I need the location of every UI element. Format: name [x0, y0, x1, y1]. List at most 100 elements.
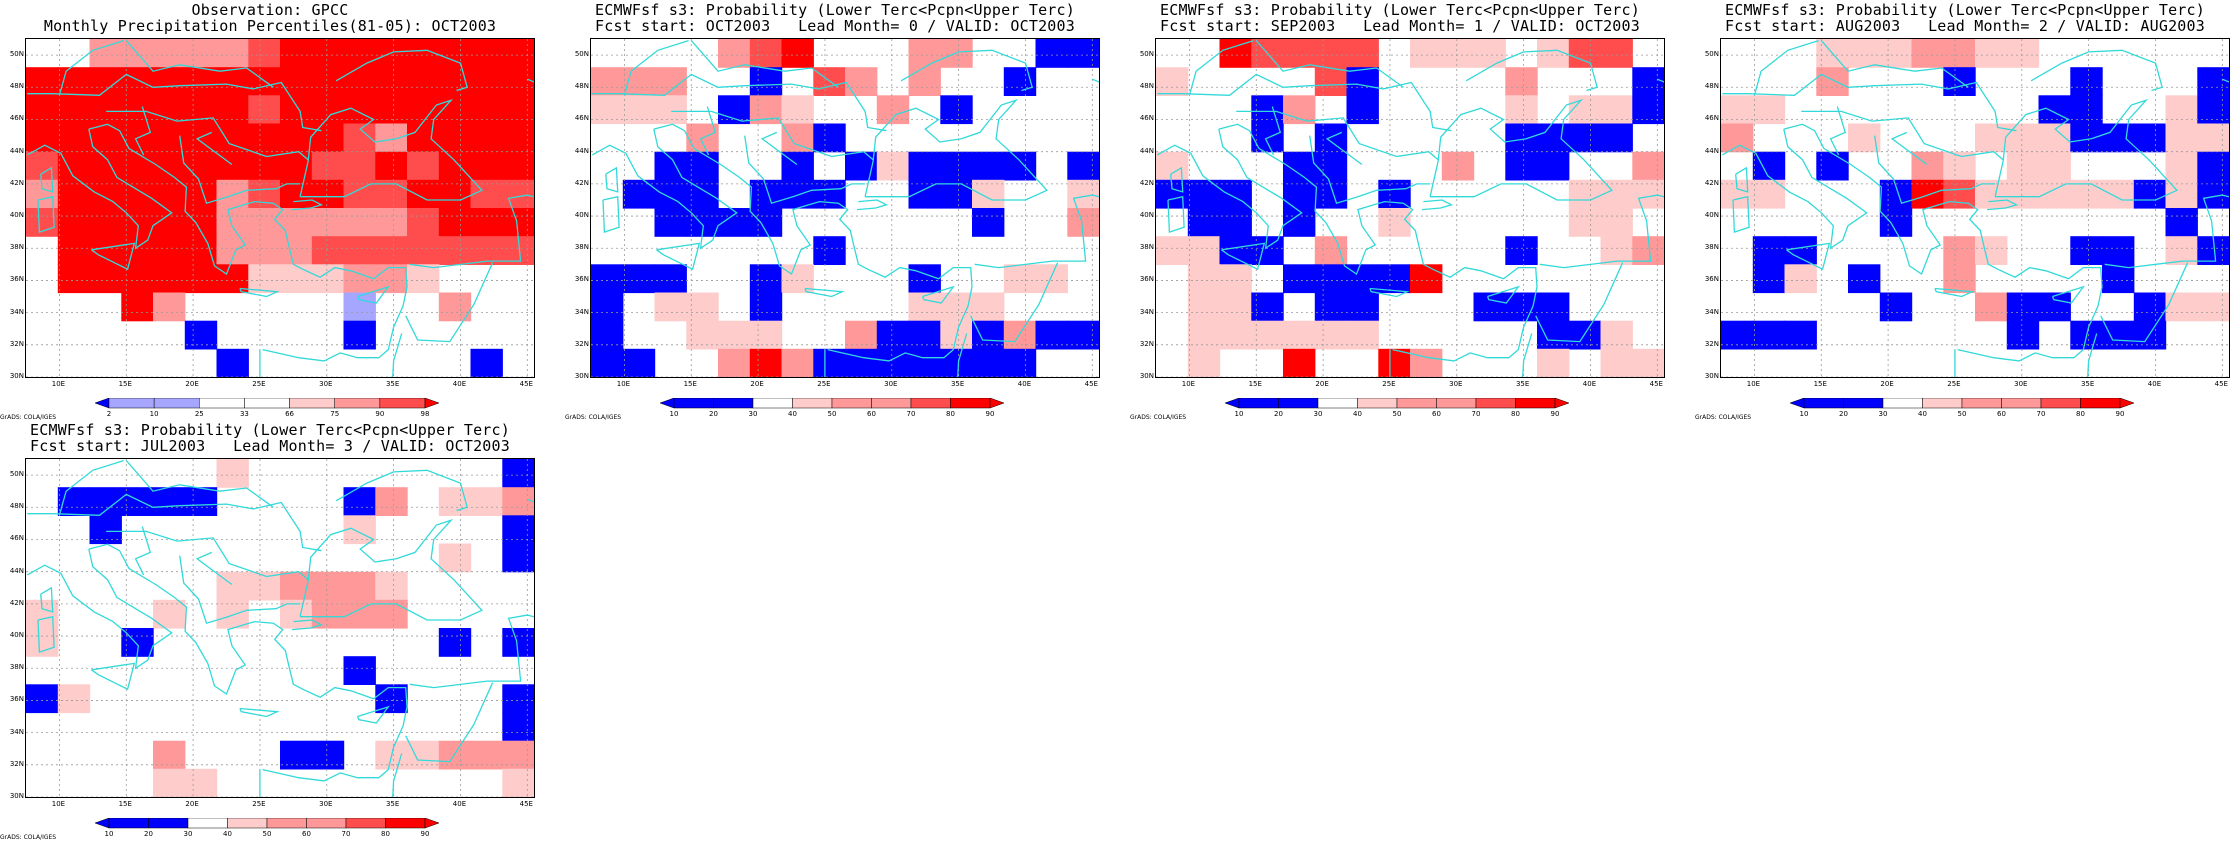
- coastline: [239, 287, 280, 298]
- grid-cell: [343, 151, 376, 181]
- lat-tick-label: 40N: [574, 211, 589, 220]
- coastline: [1874, 135, 1996, 205]
- coastline: [1721, 128, 1868, 250]
- coastline: [239, 707, 280, 718]
- grid-cell: [375, 67, 408, 96]
- colorbar-high-arrow: [424, 818, 439, 829]
- grid-cell: [2102, 123, 2135, 153]
- colorbar-label: 50: [1957, 410, 1967, 418]
- coastline: [699, 106, 717, 156]
- lon-tick-label: 20E: [750, 380, 764, 388]
- grid-cell: [1067, 179, 1099, 209]
- grid-cell: [1314, 292, 1348, 322]
- grid-cell: [153, 236, 186, 265]
- colorbar: [1790, 398, 2134, 409]
- coastline: [134, 526, 152, 576]
- grid-cell: [375, 208, 408, 237]
- grid-cell: [184, 264, 218, 294]
- coastline: [1369, 287, 1410, 298]
- lat-tick-label: 38N: [1704, 243, 1719, 252]
- colorbar-high-arrow: [2119, 398, 2134, 409]
- lon-tick-label: 35E: [385, 800, 400, 808]
- lat-tick-label: 46N: [1139, 114, 1154, 123]
- grid-cell: [972, 179, 1005, 209]
- colorbar-segment: [713, 398, 754, 409]
- grid-cell: [1568, 39, 1602, 68]
- grid-cell: [2102, 179, 2135, 209]
- grid-cell: [26, 123, 59, 153]
- colorbar-segment: [950, 398, 991, 409]
- colorbar-label: 90: [375, 410, 385, 418]
- grid-cell: [1879, 292, 1913, 322]
- colorbar-segment: [792, 398, 833, 409]
- grid-cell: [1410, 348, 1443, 377]
- grid-cell: [375, 123, 408, 153]
- grid-cell: [502, 39, 534, 68]
- grid-cell: [343, 208, 376, 237]
- coastline: [1156, 128, 1303, 250]
- grid-cell: [1378, 264, 1411, 294]
- colorbar-label: 90: [2115, 410, 2125, 418]
- lon-tick-label: 20E: [1880, 380, 1894, 388]
- grid-cell: [2165, 151, 2198, 181]
- grid-cell: [89, 208, 122, 237]
- grid-cell: [470, 487, 503, 516]
- colorbar-segment: [199, 398, 245, 409]
- coastline: [2030, 49, 2163, 92]
- colorbar-label: 20: [709, 410, 718, 418]
- lat-tick-label: 30N: [9, 372, 24, 380]
- grid-cell: [1187, 264, 1221, 294]
- coastline: [88, 123, 408, 362]
- grid-cell: [438, 628, 472, 657]
- lat-tick-label: 30N: [9, 792, 24, 800]
- lat-tick-label: 36N: [9, 695, 24, 704]
- lat-tick-label: 34N: [9, 727, 24, 736]
- grid-cell: [1003, 67, 1037, 96]
- grid-cell: [908, 292, 941, 322]
- colorbar-label: 50: [1392, 410, 1402, 418]
- grid-cell: [686, 292, 719, 322]
- coastline: [744, 135, 866, 205]
- colorbar-label: 40: [1918, 410, 1927, 418]
- coastline: [1753, 39, 1819, 96]
- colorbar-high-arrow: [1554, 398, 1569, 409]
- grid-cell: [375, 684, 408, 714]
- colorbar: [95, 398, 439, 409]
- colorbar-label: 30: [1878, 410, 1888, 418]
- grid-cell: [1251, 236, 1284, 265]
- grid-cell: [89, 123, 122, 153]
- lat-tick-label: 48N: [1704, 82, 1719, 91]
- map-svg: [591, 39, 1099, 377]
- panel-title-line1: ECMWFsf s3: Probability (Lower Terc<Pcpn…: [1160, 1, 1640, 19]
- grid-cell: [1505, 236, 1538, 265]
- grid-cell: [845, 67, 878, 96]
- grid-cell: [1816, 151, 1849, 181]
- coastline: [1188, 39, 1254, 96]
- grid-cell: [311, 236, 345, 265]
- colorbar-segment: [2040, 398, 2081, 409]
- colorbar-segment: [2080, 398, 2121, 409]
- grid-cell: [121, 67, 154, 96]
- grid-cell: [1505, 123, 1538, 153]
- grid-cell: [1975, 236, 2008, 265]
- grid-cell: [26, 151, 59, 181]
- grid-cell: [2197, 67, 2229, 96]
- coastline: [392, 753, 403, 797]
- lon-tick-label: 10E: [51, 800, 66, 808]
- colorbar-segment: [108, 398, 155, 409]
- grid-cell: [1283, 348, 1316, 377]
- coastline: [2087, 333, 2098, 377]
- grid-cell: [311, 264, 345, 294]
- lon-tick-label: 40E: [452, 380, 467, 388]
- grid-cell: [1441, 39, 1475, 68]
- grid-cell: [1187, 320, 1221, 350]
- grid-cell: [1752, 236, 1786, 265]
- grid-cell: [26, 684, 59, 714]
- grid-cell: [749, 292, 783, 322]
- colorbar-label: 40: [1353, 410, 1362, 418]
- lat-tick-label: 34N: [574, 307, 589, 316]
- lat-tick-label: 48N: [9, 502, 24, 511]
- coastline: [27, 73, 322, 132]
- grid-cell: [813, 236, 846, 265]
- grid-cell: [248, 39, 281, 68]
